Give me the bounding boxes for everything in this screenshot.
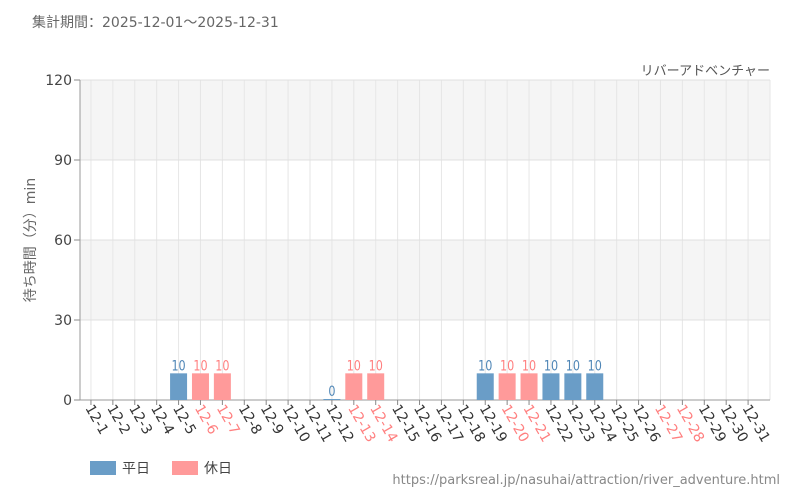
- period-label: 集計期間：2025-12-01～2025-12-31: [32, 15, 279, 31]
- legend-swatch-weekday: [90, 461, 116, 475]
- bar: [498, 373, 516, 400]
- bar-value-label: 10: [566, 357, 580, 374]
- y-tick-label: 60: [54, 233, 72, 249]
- bar: [564, 373, 582, 400]
- y-tick-label: 90: [54, 153, 72, 169]
- legend-label-holiday: 休日: [204, 461, 232, 477]
- bar-value-label: 10: [347, 357, 361, 374]
- bar: [367, 373, 385, 400]
- bar-value-label: 10: [522, 357, 536, 374]
- grid-band: [80, 240, 770, 320]
- bar-value-label: 10: [500, 357, 514, 374]
- bar: [476, 373, 494, 400]
- bar-value-label: 0: [328, 383, 335, 400]
- bar-value-label: 10: [171, 357, 185, 374]
- y-tick-label: 0: [63, 393, 72, 409]
- bar: [520, 373, 538, 400]
- grid-band: [80, 160, 770, 240]
- bar: [170, 373, 188, 400]
- bar-value-label: 10: [478, 357, 492, 374]
- bar: [323, 399, 341, 400]
- bar-value-label: 10: [369, 357, 383, 374]
- source-url: https://parksreal.jp/nasuhai/attraction/…: [392, 473, 780, 488]
- bar-value-label: 10: [588, 357, 602, 374]
- bar: [586, 373, 604, 400]
- legend: 平日 休日: [90, 458, 254, 478]
- legend-item-holiday: 休日: [172, 458, 232, 478]
- y-tick-label: 30: [54, 313, 72, 329]
- legend-swatch-holiday: [172, 461, 198, 475]
- legend-label-weekday: 平日: [122, 461, 150, 477]
- bar: [542, 373, 560, 400]
- bar: [345, 373, 363, 400]
- grid-band: [80, 80, 770, 160]
- bar: [213, 373, 231, 400]
- y-tick-label: 120: [45, 73, 72, 89]
- bar: [191, 373, 209, 400]
- bar-value-label: 10: [215, 357, 229, 374]
- bar-value-label: 10: [193, 357, 207, 374]
- legend-item-weekday: 平日: [90, 458, 150, 478]
- bar-value-label: 10: [544, 357, 558, 374]
- attraction-name: リバーアドベンチャー: [640, 64, 770, 79]
